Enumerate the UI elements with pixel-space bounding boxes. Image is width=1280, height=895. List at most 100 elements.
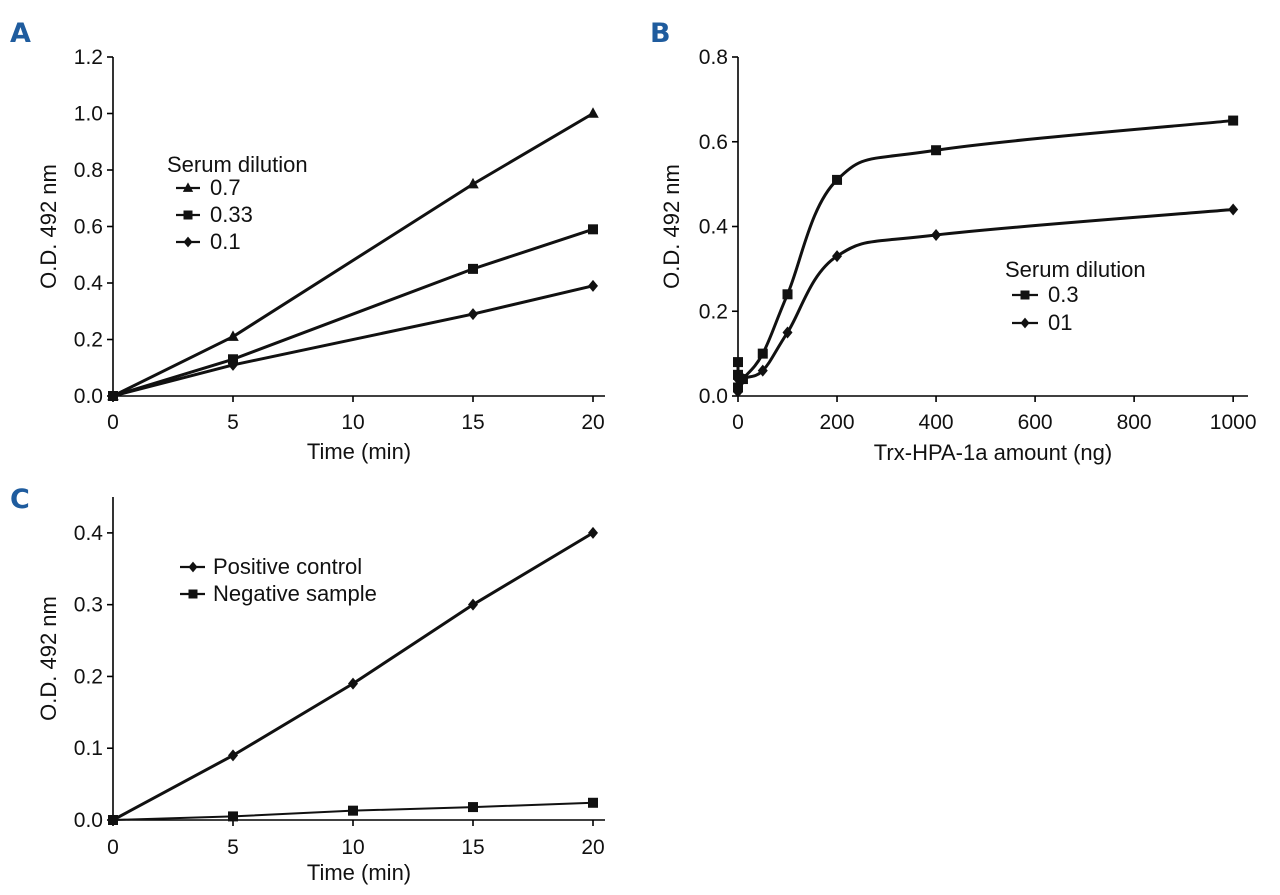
chart-panel-b: 0.0 0.2 0.4 0.6 0.8 0 200 400 600 800 1000 Trx-HPA-… [659,46,1257,465]
data-point-b-1 [1228,203,1239,216]
y-tick-label-c: 0.1 [74,737,103,760]
legend-title-b: Serum dilution [1005,257,1146,282]
x-tick-label-c: 20 [581,836,604,859]
data-point-a-0 [467,177,479,189]
x-tick-label-c: 10 [341,836,364,859]
data-point-b-1 [737,373,748,386]
x-tick-label-b: 800 [1117,411,1152,434]
data-point-b-1 [782,326,793,339]
x-tick-label-a: 0 [107,411,119,434]
data-point-a-0 [587,107,599,118]
y-tick-label-a: 0.0 [74,385,103,408]
data-point-b-0 [733,357,743,368]
data-point-b-0 [832,174,843,185]
legend-label-a-2: 0.1 [210,229,241,254]
y-tick-label-b: 0.8 [699,46,728,69]
x-tick-label-b: 200 [820,411,855,434]
data-point-a-1 [588,224,598,235]
data-point-b-0 [782,289,793,300]
y-tick-label-c: 0.0 [74,809,103,832]
data-point-b-0 [1228,115,1239,126]
data-point-b-1 [733,385,743,398]
x-tick-label-b: 0 [732,411,744,434]
legend-label-c-1: Negative sample [213,581,377,606]
y-axis-title-c: O.D. 492 nm [36,596,61,721]
panel-label-c: C [10,484,30,515]
y-axis-title-b: O.D. 492 nm [659,164,684,289]
y-tick-label-a: 0.4 [74,272,104,295]
y-tick-label-b: 0.4 [699,216,729,239]
y-tick-label-b: 0.2 [699,300,728,323]
legend-marker-a-1 [183,210,193,220]
data-point-c-0 [228,749,238,762]
x-tick-label-b: 400 [919,411,954,434]
x-tick-label-b: 600 [1018,411,1053,434]
x-tick-label-a: 20 [581,411,604,434]
data-point-b-0 [931,145,942,156]
data-point-a-2 [588,279,598,292]
data-point-a-2 [108,390,118,402]
x-tick-label-c: 15 [461,836,484,859]
y-tick-label-a: 0.6 [74,216,103,239]
data-point-a-1 [468,263,478,274]
data-point-b-1 [757,364,768,377]
legend-label-c-0: Positive control [213,554,362,579]
y-tick-label-a: 0.8 [74,159,103,182]
x-axis-title-a: Time (min) [307,439,411,464]
legend-label-b-0: 0.3 [1048,282,1079,307]
y-tick-label-b: 0.0 [699,385,728,408]
x-axis-title-b: Trx-HPA-1a amount (ng) [874,440,1112,465]
data-point-a-0 [227,330,239,341]
x-tick-label-c: 0 [107,836,119,859]
data-point-c-1 [228,811,238,822]
x-axis-title-c: Time (min) [307,860,411,885]
y-tick-label-c: 0.3 [74,594,103,617]
data-point-a-2 [468,308,478,321]
data-point-c-0 [348,677,358,690]
x-tick-label-a: 15 [461,411,484,434]
y-tick-label-a: 0.2 [74,329,103,352]
series-line-a-1 [111,227,595,398]
x-tick-label-a: 5 [227,411,239,434]
data-point-c-1 [108,815,118,825]
legend-marker-a-2 [183,236,193,248]
legend-label-a-0: 0.7 [210,175,241,200]
legend-marker-c-1 [188,589,198,599]
data-point-c-0 [588,526,598,539]
chart-panel-c: 0.0 0.1 0.2 0.3 0.4 0 5 10 15 20 Time (min) O.D. 49… [36,497,605,885]
legend-label-b-1: 01 [1048,310,1072,335]
panel-label-b: B [650,18,671,49]
legend-marker-c-0 [188,561,198,573]
legend-label-a-1: 0.33 [210,202,253,227]
data-point-a-2 [228,358,238,371]
legend-title-a: Serum dilution [167,152,308,177]
panel-label-a: A [10,18,31,49]
series-line-a-2 [111,284,595,398]
x-tick-label-b: 1000 [1210,411,1257,434]
series-line-a-0 [111,112,595,398]
legend-marker-b-0 [1020,290,1030,300]
data-point-c-0 [468,598,478,611]
data-point-c-1 [588,797,598,808]
data-point-c-1 [348,805,358,816]
data-point-b-1 [832,250,843,263]
data-point-b-1 [931,228,942,241]
data-point-b-0 [757,348,768,359]
x-tick-label-c: 5 [227,836,239,859]
legend-marker-a-0 [182,182,194,192]
y-tick-label-c: 0.4 [74,522,104,545]
data-point-c-1 [468,802,478,813]
x-tick-label-a: 10 [341,411,364,434]
y-tick-label-a: 1.2 [74,46,103,69]
series-line-b-0 [736,119,1235,390]
y-tick-label-c: 0.2 [74,665,103,688]
legend-marker-b-1 [1020,317,1030,329]
y-tick-label-a: 1.0 [74,103,103,126]
chart-panel-a: 0.0 0.2 0.4 0.6 0.8 1.0 1.2 0 5 10 15 20 Time (min) O… [36,46,605,464]
series-line-b-1 [736,208,1235,394]
y-tick-label-b: 0.6 [699,131,728,154]
